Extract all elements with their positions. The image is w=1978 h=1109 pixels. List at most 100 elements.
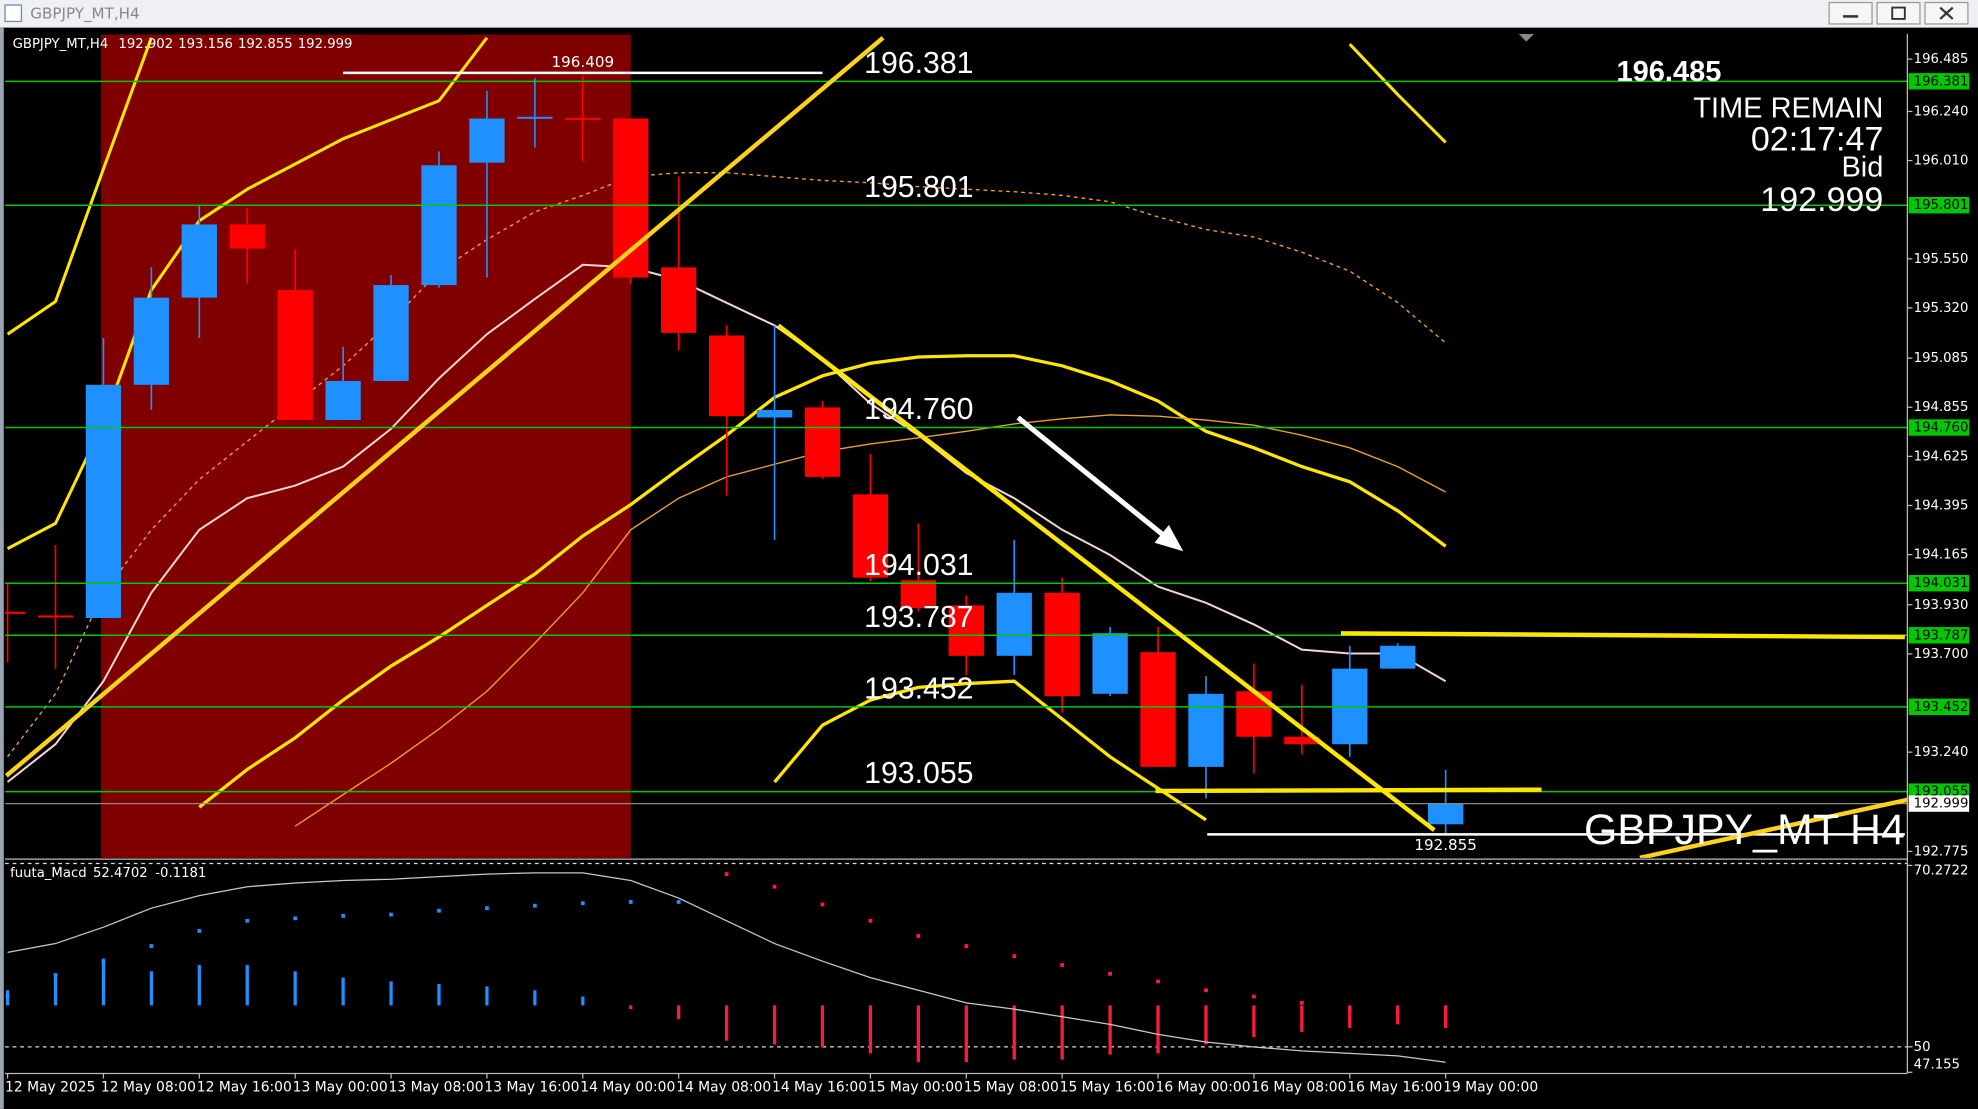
session-highlight (100, 34, 631, 858)
macd-reading: 52.4702 (93, 866, 148, 881)
candle-body (804, 407, 841, 477)
signal-dot (5, 994, 10, 999)
indicator-line (7, 172, 1447, 758)
candle-body (708, 335, 745, 417)
indicator-line (198, 354, 1447, 809)
level-label: 193.055 (864, 757, 973, 790)
signal-dot (1395, 1009, 1400, 1014)
candle-body (852, 494, 889, 578)
signal-dot (1108, 971, 1112, 976)
signal-dot (437, 908, 441, 913)
candle-body (565, 117, 601, 120)
level-label: 193.452 (864, 672, 973, 705)
high-reading: 193.156 (178, 37, 233, 52)
signal-dot (580, 901, 585, 906)
signal-dot (1204, 988, 1208, 993)
time-remain-label: TIME REMAIN (1693, 92, 1883, 124)
level-price-label: 194.760 (1914, 421, 1969, 436)
candle-body (5, 611, 26, 614)
candle-body (1140, 652, 1176, 767)
level-label: 193.787 (864, 601, 973, 634)
high-display: 196.485 (1617, 56, 1722, 88)
signal-dot (1012, 954, 1017, 959)
signal-dot (916, 934, 921, 938)
candle-body (133, 297, 170, 385)
candle-body (1284, 736, 1320, 745)
bid-value: 192.999 (1760, 181, 1883, 219)
current-price-box (1908, 795, 1970, 812)
trend-line (1639, 797, 1908, 858)
signal-dot (485, 906, 489, 911)
macd-header: fuuta_Macd 52.4702 -0.1181 (10, 866, 206, 881)
bid-label: Bid (1841, 152, 1883, 184)
level-price-label: 193.452 (1914, 700, 1969, 715)
level-price-label: 195.801 (1914, 198, 1969, 213)
candle-body (229, 224, 265, 249)
trend-line (776, 323, 1436, 832)
window-title: GBPJPY_MT,H4 (30, 4, 139, 23)
candle-body (517, 116, 553, 119)
shift-marker (1518, 34, 1534, 42)
macd-title: fuuta_Macd (10, 866, 87, 881)
candle-body (661, 267, 697, 333)
signal-dot (1347, 1007, 1352, 1012)
level-price-box (1908, 574, 1970, 592)
symbol: GBPJPY_MT,H4 (13, 37, 109, 52)
candle-body (900, 580, 937, 608)
level-label: 194.760 (864, 393, 973, 426)
x-tick-label: 19 May 00:00 (1443, 1079, 1538, 1095)
window-buttons[interactable] (1828, 1, 1969, 25)
signal-dot (724, 872, 729, 876)
signal-dot (964, 944, 969, 948)
candle-body (421, 165, 457, 286)
indicator-line (294, 414, 1446, 827)
signal-dot (245, 918, 250, 923)
y-tick-label: 193.700 (1914, 647, 1969, 662)
y-tick-label: 196.485 (1914, 52, 1969, 67)
signal-dot (341, 913, 346, 918)
watermark: GBPJPY_MT H4 (1584, 806, 1905, 854)
close-icon (1939, 6, 1954, 20)
candle-body (469, 118, 505, 163)
signal-dot (1443, 1011, 1448, 1015)
x-tick-label: 14 May 16:00 (772, 1079, 867, 1095)
signal-dot (389, 912, 393, 917)
window-border (0, 27, 4, 1109)
indicator-line (1348, 43, 1447, 144)
y-tick-label: 196.240 (1914, 104, 1969, 119)
low-marker-label: 192.855 (1414, 836, 1477, 854)
candle-body (1427, 803, 1464, 825)
close-reading: 192.999 (298, 37, 353, 52)
time-remain: 02:17:47 (1751, 120, 1884, 158)
candle-body (37, 615, 74, 618)
candle-body (948, 605, 984, 656)
current-price-label: 192.999 (1914, 797, 1969, 812)
level-price-box (1908, 698, 1970, 716)
candle-body (756, 410, 793, 418)
drawings (5, 36, 1908, 858)
high-marker-label: 196.409 (552, 53, 615, 71)
y-tick-label: 193.930 (1914, 598, 1969, 613)
indicator-line (6, 37, 153, 336)
window-icon (4, 4, 23, 23)
level-price-box (1908, 627, 1970, 644)
y-tick-label: 196.010 (1914, 154, 1969, 169)
level-price-label: 194.031 (1914, 576, 1969, 591)
x-tick-label: 12 May 2025 (5, 1079, 95, 1095)
x-tick-label: 12 May 08:00 (101, 1079, 196, 1095)
y-tick-label: 195.085 (1914, 351, 1969, 366)
minimize-button[interactable] (1828, 1, 1873, 25)
indicator-line (773, 679, 1207, 822)
signal-dot (149, 944, 154, 948)
signal-dot (1299, 1000, 1304, 1005)
trend-line (5, 36, 885, 778)
level-label: 195.801 (864, 171, 973, 204)
y-tick-label: 194.855 (1914, 400, 1969, 415)
restore-button[interactable] (1876, 1, 1921, 25)
x-tick-label: 15 May 00:00 (868, 1079, 963, 1095)
y-tick-label: 195.320 (1914, 301, 1969, 316)
x-tick-label: 13 May 00:00 (293, 1079, 388, 1095)
candle-body (1188, 693, 1224, 767)
macd-plot (5, 872, 1908, 1063)
